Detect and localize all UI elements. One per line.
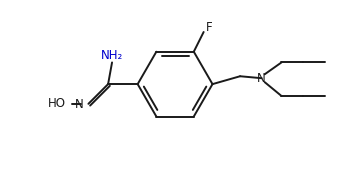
Text: N: N (257, 72, 266, 85)
Text: HO: HO (48, 97, 66, 110)
Text: F: F (206, 21, 212, 34)
Text: NH₂: NH₂ (101, 49, 123, 62)
Text: N: N (75, 98, 84, 111)
